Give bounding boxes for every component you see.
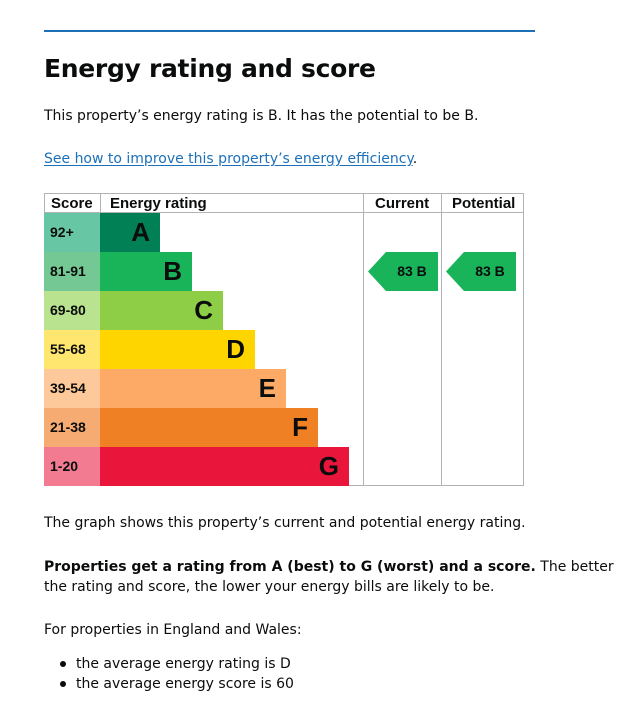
averages-list: the average energy rating is D the avera… xyxy=(60,654,294,694)
band-score-range: 39-54 xyxy=(44,369,100,408)
bullet-dot xyxy=(60,681,66,687)
energy-rating-header: Energy rating xyxy=(110,195,207,212)
region-intro: For properties in England and Wales: xyxy=(44,622,302,638)
band-bar-g: G xyxy=(100,447,349,486)
potential-column-divider xyxy=(441,193,442,486)
rating-explainer-rest-1: The better xyxy=(535,559,614,575)
band-row-f: 21-38 F xyxy=(44,408,363,447)
band-bar-c: C xyxy=(100,291,223,330)
band-bar-b: B xyxy=(100,252,192,291)
average-rating-text: the average energy rating is D xyxy=(76,656,291,672)
potential-rating-arrow: 83 B xyxy=(446,252,516,291)
rating-explainer-line-2: the rating and score, the lower your ene… xyxy=(44,579,495,595)
page-title: Energy rating and score xyxy=(44,54,376,83)
score-header: Score xyxy=(51,195,93,212)
band-row-d: 55-68 D xyxy=(44,330,363,369)
band-row-b: 81-91 B xyxy=(44,252,363,291)
header-divider xyxy=(44,212,524,213)
band-row-c: 69-80 C xyxy=(44,291,363,330)
potential-arrow-shape xyxy=(446,252,516,291)
improve-efficiency-link[interactable]: See how to improve this property’s energ… xyxy=(44,151,413,167)
average-score-text: the average energy score is 60 xyxy=(76,676,294,692)
band-letter: C xyxy=(194,295,213,325)
band-letter: G xyxy=(318,451,339,481)
band-score-range: 21-38 xyxy=(44,408,100,447)
band-bar-e: E xyxy=(100,369,286,408)
band-letter: E xyxy=(258,373,276,403)
rating-intro: This property’s energy rating is B. It h… xyxy=(44,108,479,124)
band-score-range: 69-80 xyxy=(44,291,100,330)
score-column-divider xyxy=(100,193,101,213)
improve-link-paragraph: See how to improve this property’s energ… xyxy=(44,149,417,169)
potential-rating-label: 83 B xyxy=(475,263,505,279)
current-rating-arrow: 83 B xyxy=(368,252,438,291)
band-letter: F xyxy=(292,412,308,442)
link-suffix: . xyxy=(412,151,418,167)
band-score-range: 81-91 xyxy=(44,252,100,291)
band-bar-d: D xyxy=(100,330,255,369)
average-rating-item: the average energy rating is D xyxy=(60,654,294,674)
band-letter: A xyxy=(131,217,150,247)
band-bar-f: F xyxy=(100,408,318,447)
band-score-range: 55-68 xyxy=(44,330,100,369)
band-bar-a: A xyxy=(100,213,160,252)
band-score-range: 92+ xyxy=(44,213,100,252)
current-column-divider xyxy=(363,193,364,486)
current-rating-label: 83 B xyxy=(397,263,427,279)
bullet-dot xyxy=(60,661,66,667)
average-score-item: the average energy score is 60 xyxy=(60,674,294,694)
current-arrow-shape xyxy=(368,252,438,291)
band-row-g: 1-20 G xyxy=(44,447,363,486)
band-row-e: 39-54 E xyxy=(44,369,363,408)
potential-header: Potential xyxy=(452,195,516,212)
rating-explainer-line-1: Properties get a rating from A (best) to… xyxy=(44,557,614,577)
current-header: Current xyxy=(375,195,430,212)
band-row-a: 92+ A xyxy=(44,213,363,252)
band-letter: B xyxy=(163,256,182,286)
energy-rating-chart: Score Energy rating Current Potential 92… xyxy=(44,193,524,486)
graph-summary: The graph shows this property’s current … xyxy=(44,515,526,531)
rating-explainer-bold: Properties get a rating from A (best) to… xyxy=(44,559,536,575)
band-score-range: 1-20 xyxy=(44,447,100,486)
band-letter: D xyxy=(226,334,245,364)
section-top-border xyxy=(44,30,535,32)
